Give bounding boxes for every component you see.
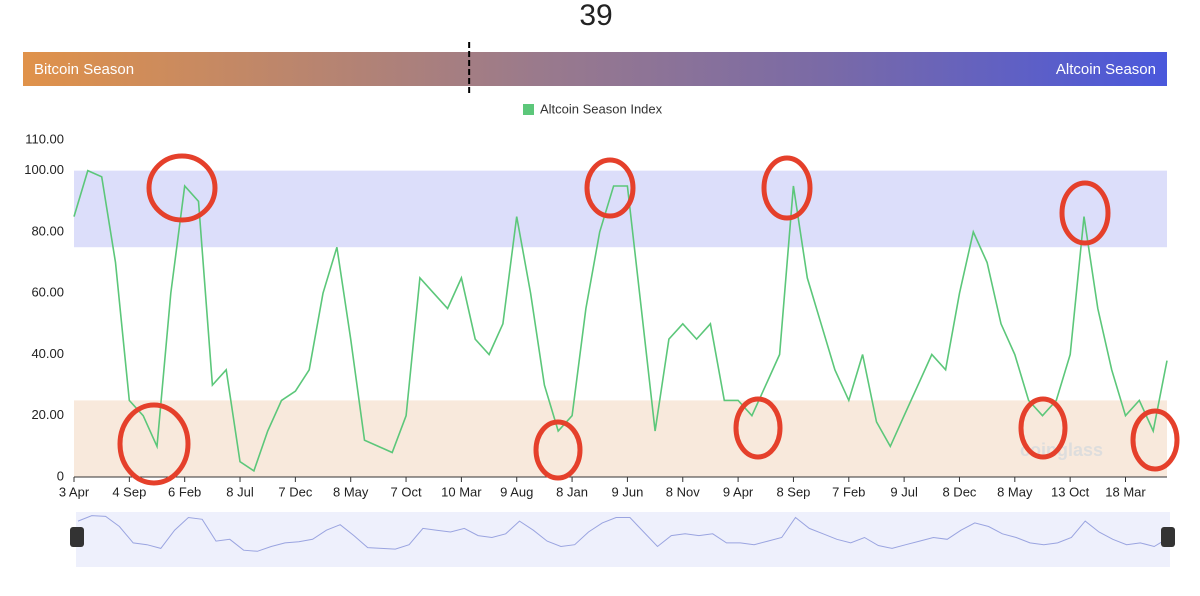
series-line [73,169,1168,473]
annotations [117,153,1180,486]
x-tick-label: 6 Feb [168,484,201,499]
legend-label[interactable]: Altcoin Season Index [540,101,663,116]
x-tick-label: 9 Jun [612,484,644,499]
x-tick-label: 7 Dec [278,484,312,499]
circle [733,396,783,460]
y-tick-label: 20.00 [31,407,64,422]
x-tick-label: 8 May [997,484,1033,499]
x-tick-label: 8 Jul [226,484,254,499]
y-tick-label: 40.00 [31,346,64,361]
x-tick-label: 3 Apr [59,484,90,499]
circle [761,155,813,221]
x-tick-label: 4 Sep [112,484,146,499]
circle [584,157,636,219]
navigator-line [77,515,1169,552]
y-tick-label: 100.00 [24,162,64,177]
x-tick-label: 8 Dec [942,484,976,499]
navigator-handle[interactable] [70,527,84,547]
gauge-left-label: Bitcoin Season [34,61,134,78]
circle [1059,180,1111,246]
circle [1130,408,1180,472]
band [74,400,1167,477]
band [74,170,1167,248]
circle [533,419,583,481]
x-tick-label: 10 Mar [441,484,482,499]
current-value: 39 [579,0,612,32]
navigator[interactable] [76,512,1170,567]
x-tick-label: 7 Feb [832,484,865,499]
x-tick-label: 8 Nov [666,484,700,499]
navigator-series [77,515,1169,552]
circle [146,153,218,223]
navigator-handle[interactable] [1161,527,1175,547]
x-tick-label: 18 Mar [1105,484,1146,499]
circle [1018,396,1068,460]
x-tick-label: 8 Jan [556,484,588,499]
y-tick-label: 80.00 [31,223,64,238]
y-tick-label: 60.00 [31,285,64,300]
y-tick-label: 110.00 [25,131,64,146]
x-tick-label: 8 Sep [776,484,810,499]
x-tick-label: 8 May [333,484,369,499]
plot: 0 20.00 40.00 60.00 80.00 100.00 110.00 3 Apr 4 … [24,131,1168,499]
legend-swatch[interactable] [523,104,534,115]
x-tick-label: 9 Jul [890,484,918,499]
x-tick-label: 9 Apr [723,484,754,499]
gauge-bar [23,52,1167,86]
x-tick-label: 7 Oct [391,484,422,499]
circle [117,402,191,486]
gauge-right-label: Altcoin Season [1056,61,1156,78]
x-tick-label: 9 Aug [500,484,533,499]
y-tick-label: 0 [57,468,64,483]
x-tick-label: 13 Oct [1051,484,1090,499]
